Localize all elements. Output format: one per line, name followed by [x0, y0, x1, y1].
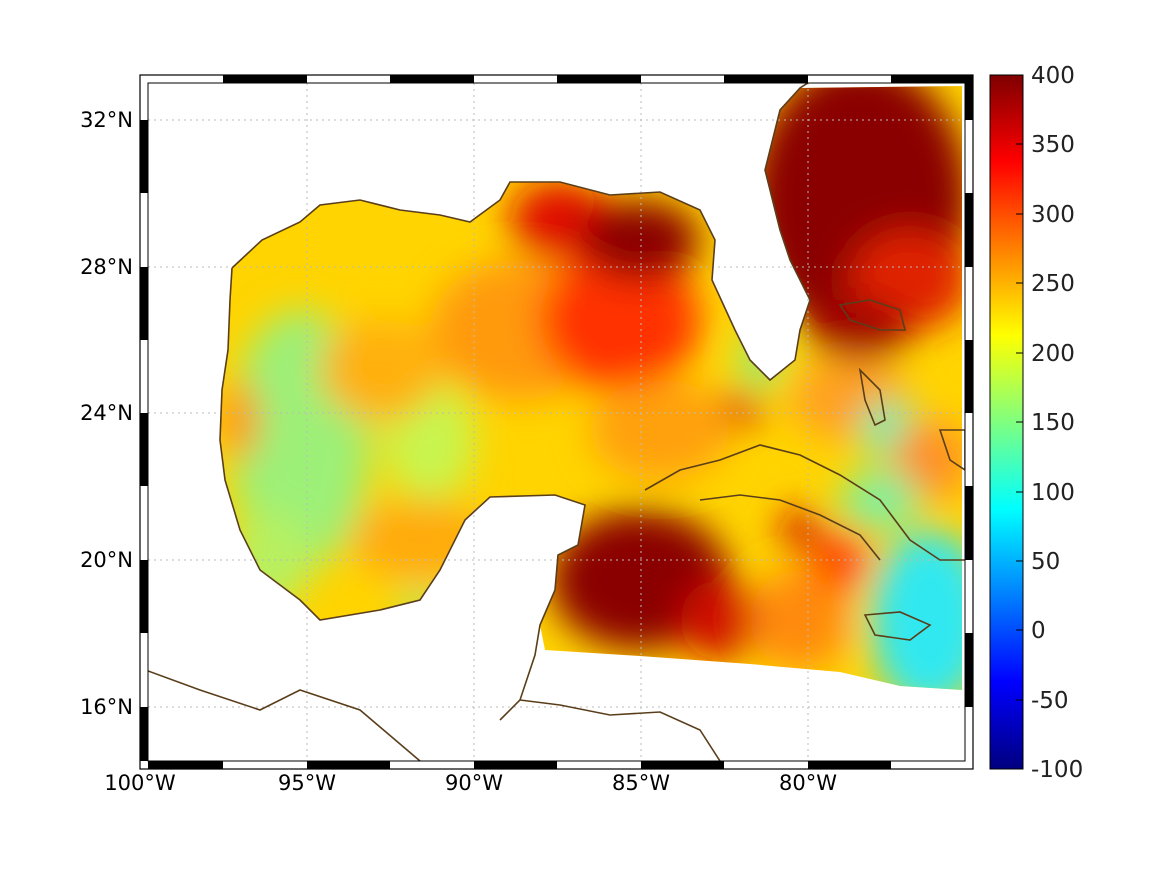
colorbar-tick-label: 250 — [1031, 271, 1075, 297]
y-tick-label: 20°N — [80, 548, 133, 572]
y-tick-label: 32°N — [80, 108, 133, 132]
x-tick-label: 100°W — [104, 771, 176, 795]
coastline — [148, 83, 965, 761]
colorbar-tick-label: 300 — [1031, 202, 1075, 228]
y-axis-labels: 32°N 28°N 24°N 20°N 16°N — [80, 108, 133, 719]
colorbar-tick-label: 0 — [1031, 618, 1046, 644]
y-tick-label: 24°N — [80, 401, 133, 425]
y-tick-label: 28°N — [80, 255, 133, 279]
x-tick-label: 90°W — [445, 771, 503, 795]
colorbar-tick-label: 400 — [1031, 63, 1075, 89]
colorbar-tick-label: 150 — [1031, 410, 1075, 436]
colorbar-tick-label: -100 — [1031, 757, 1083, 783]
y-tick-label: 16°N — [80, 695, 133, 719]
x-axis-labels: 100°W 95°W 90°W 85°W 80°W — [104, 771, 837, 795]
x-tick-label: 85°W — [612, 771, 670, 795]
colorbar-tick-label: 100 — [1031, 480, 1075, 506]
map-frame — [139, 74, 974, 770]
grid — [148, 83, 965, 761]
colorbar-tick-label: 200 — [1031, 341, 1075, 367]
x-tick-label: 80°W — [779, 771, 837, 795]
x-tick-label: 95°W — [278, 771, 336, 795]
colorbar-tick-label: 350 — [1031, 132, 1075, 158]
colorbar-tick-label: 50 — [1031, 549, 1060, 575]
colorbar-tick-label: -50 — [1031, 688, 1069, 714]
colorbar: 400 350 300 250 200 150 100 50 0 -50 -10… — [989, 63, 1083, 783]
